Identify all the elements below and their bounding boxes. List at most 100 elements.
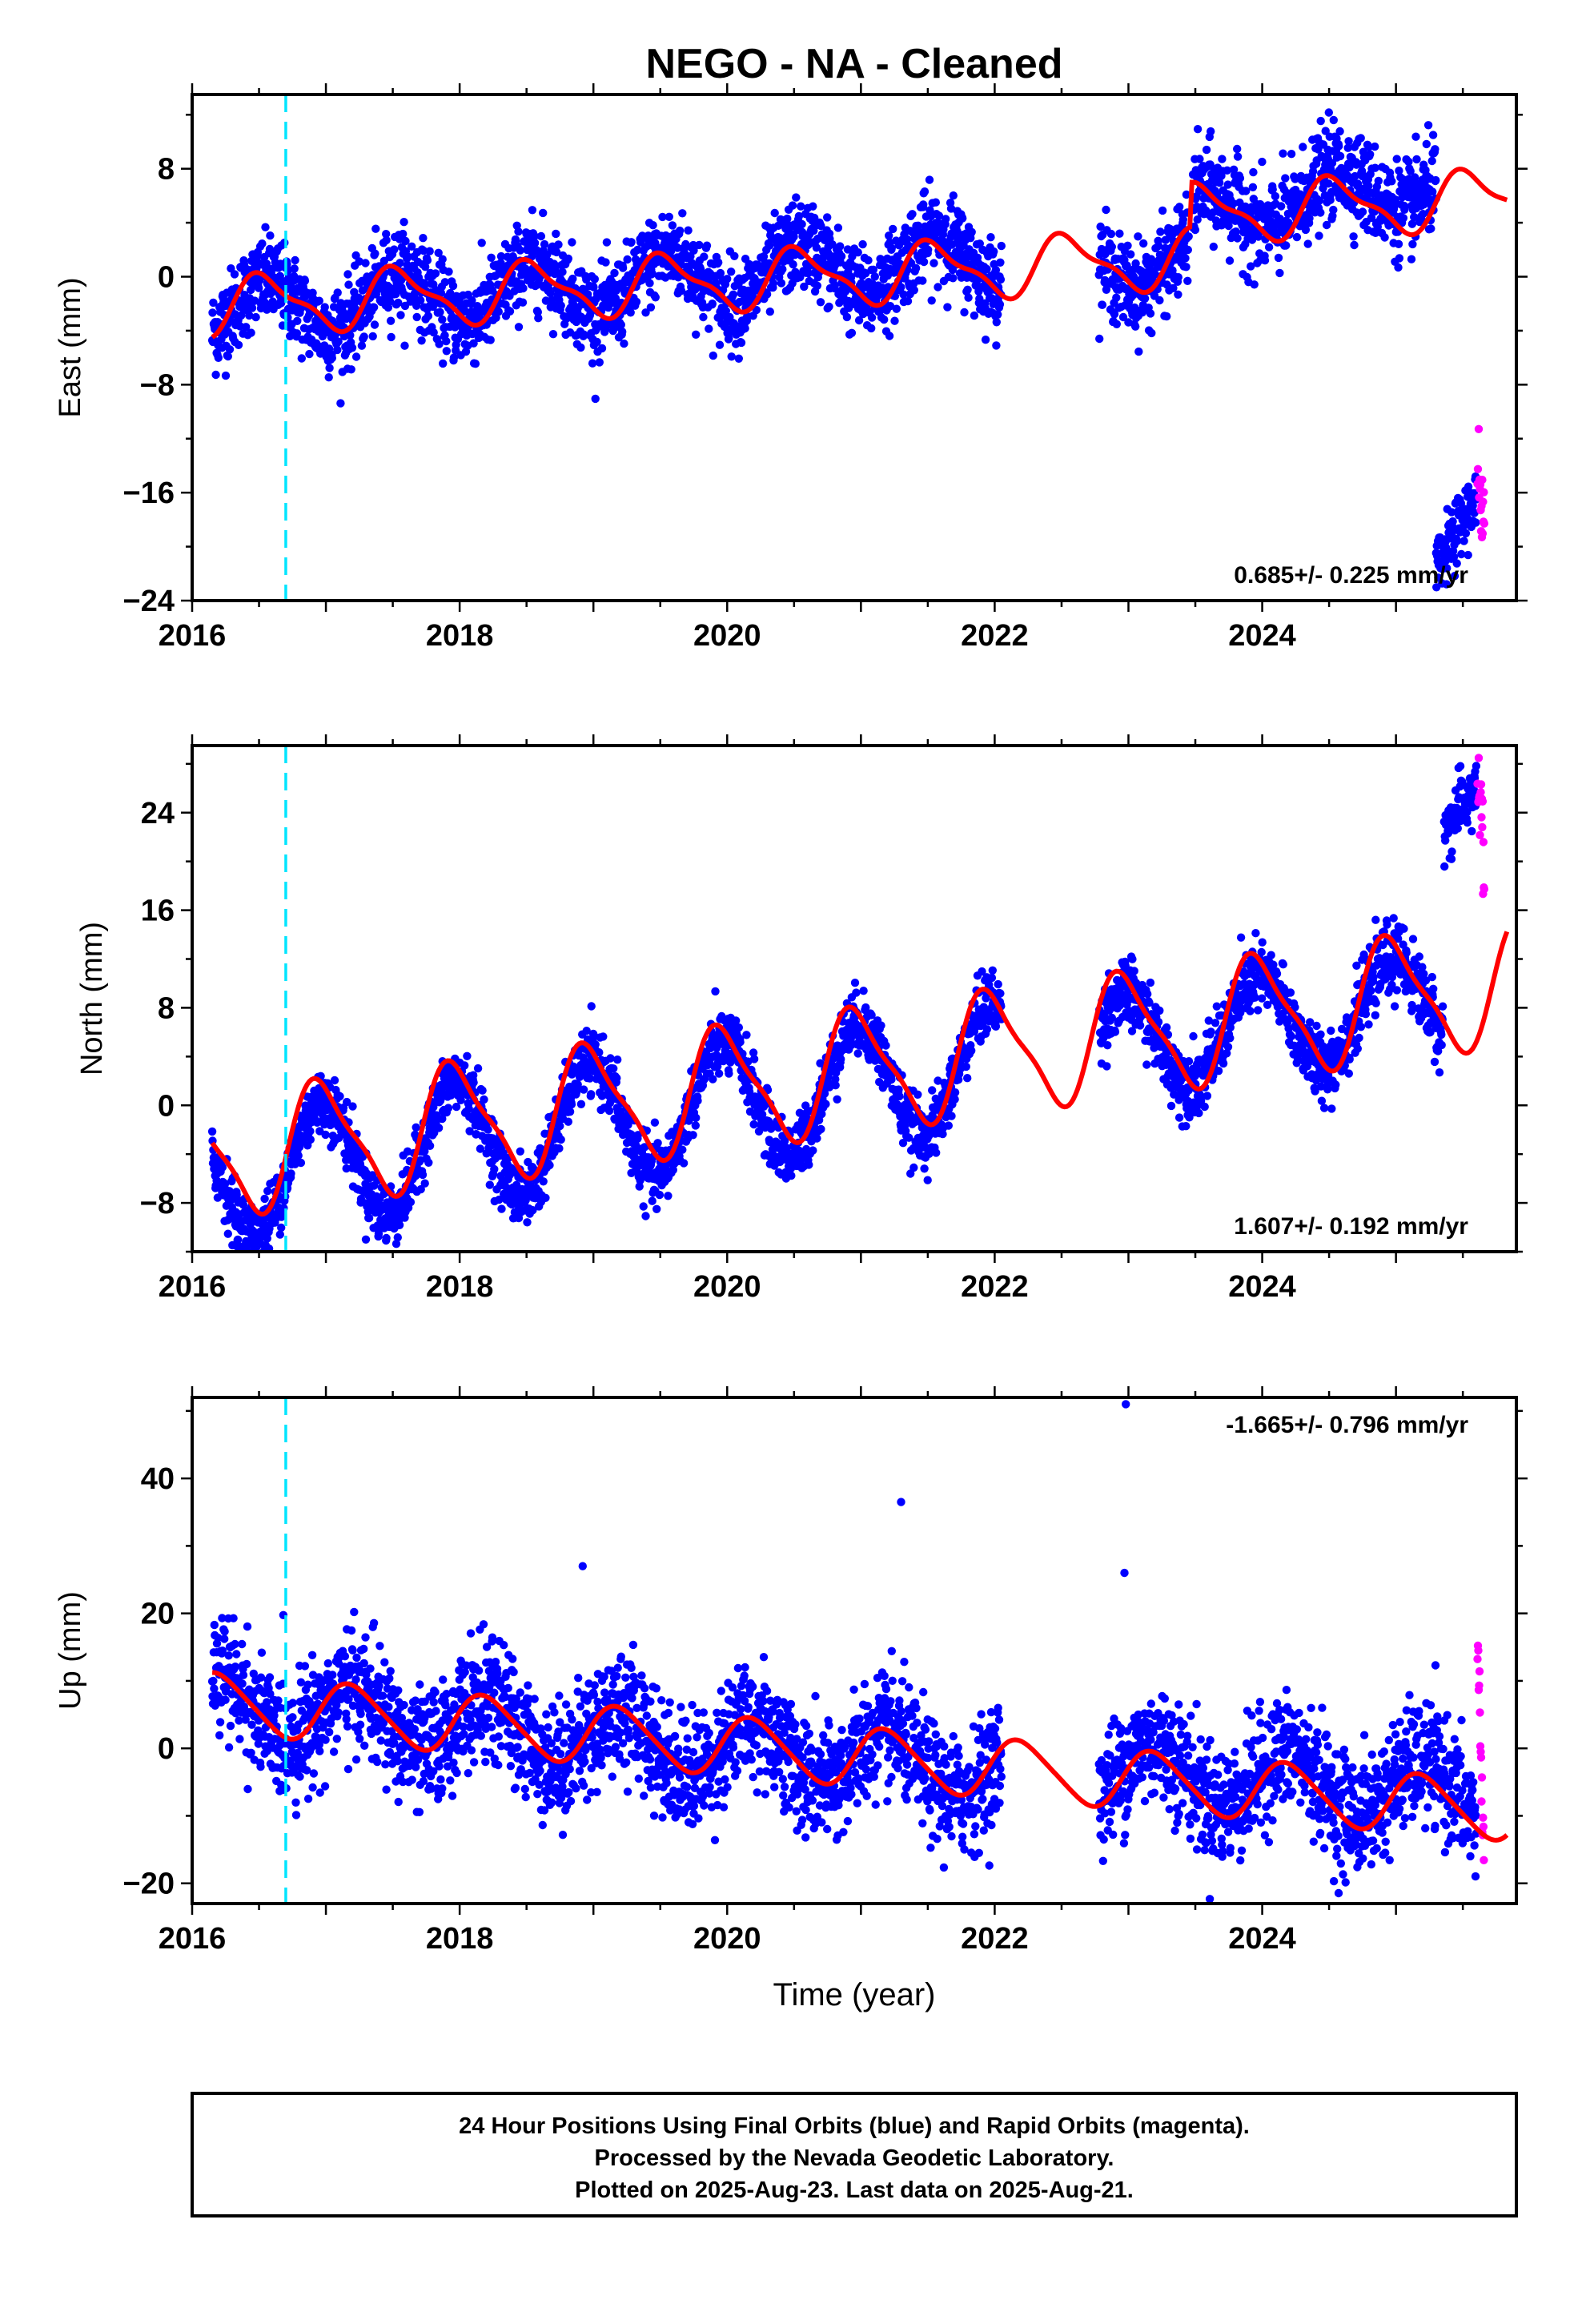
final-orbit-point: [1268, 185, 1277, 194]
final-orbit-point: [358, 286, 367, 295]
final-orbit-point: [258, 239, 267, 248]
final-orbit-point: [1453, 537, 1462, 545]
final-orbit-point: [1464, 550, 1472, 560]
final-orbit-point: [833, 223, 843, 232]
final-orbit-point: [616, 320, 625, 329]
final-orbit-point: [648, 269, 656, 278]
final-orbit-point: [970, 311, 979, 320]
final-orbit-point: [1404, 157, 1413, 167]
final-orbit-point: [800, 282, 809, 292]
x-tick-label: 2020: [693, 619, 761, 653]
final-orbit-point: [842, 312, 852, 322]
final-orbit-point: [1118, 312, 1128, 322]
final-orbit-point: [991, 266, 1001, 275]
final-orbit-point: [239, 1275, 247, 1283]
final-orbit-point: [207, 1127, 217, 1136]
final-orbit-point: [1154, 241, 1163, 251]
final-orbit-point: [981, 336, 990, 344]
final-orbit-point: [448, 281, 458, 291]
final-orbit-point: [291, 255, 299, 265]
final-orbit-point: [444, 1104, 453, 1112]
final-orbit-point: [528, 206, 537, 215]
final-orbit-point: [438, 315, 447, 324]
final-orbit-point: [424, 312, 433, 320]
final-orbit-point: [330, 1076, 339, 1085]
final-orbit-point: [416, 296, 425, 305]
final-orbit-point: [1427, 156, 1436, 166]
final-orbit-point: [579, 330, 588, 339]
final-orbit-point: [714, 258, 723, 267]
data-points: [207, 108, 1489, 592]
final-orbit-point: [1131, 259, 1140, 268]
final-orbit-point: [925, 175, 934, 184]
final-orbit-point: [836, 242, 845, 251]
final-orbit-point: [471, 360, 480, 368]
final-orbit-point: [651, 293, 660, 302]
final-orbit-point: [533, 308, 542, 316]
rapid-orbit-point: [1478, 529, 1488, 538]
final-orbit-point: [1327, 159, 1337, 167]
final-orbit-point: [711, 987, 720, 996]
final-orbit-point: [918, 276, 927, 285]
final-orbit-point: [296, 1158, 306, 1168]
final-orbit-point: [1358, 207, 1367, 216]
final-orbit-point: [1215, 179, 1224, 187]
final-orbit-point: [494, 308, 503, 316]
final-orbit-point: [946, 204, 956, 213]
final-orbit-point: [347, 344, 357, 352]
final-orbit-point: [648, 221, 657, 230]
data-points: [207, 754, 1489, 1283]
final-orbit-point: [765, 308, 774, 316]
final-orbit-point: [565, 1108, 575, 1116]
final-orbit-point: [393, 1233, 402, 1242]
final-orbit-point: [1287, 150, 1296, 159]
final-orbit-point: [817, 1124, 825, 1134]
final-orbit-point: [485, 1180, 494, 1189]
final-orbit-point: [1174, 273, 1183, 282]
final-orbit-point: [684, 226, 693, 235]
final-orbit-point: [734, 1023, 743, 1032]
final-orbit-point: [255, 283, 263, 292]
final-orbit-point: [292, 329, 302, 338]
final-orbit-point: [1277, 202, 1286, 211]
final-orbit-point: [417, 336, 426, 345]
final-orbit-point: [692, 1113, 701, 1123]
final-orbit-point: [606, 1054, 615, 1063]
final-orbit-point: [702, 241, 712, 250]
final-orbit-point: [689, 246, 698, 255]
final-orbit-point: [496, 259, 505, 267]
final-orbit-point: [496, 251, 506, 261]
final-orbit-point: [245, 311, 254, 320]
final-orbit-point: [1202, 145, 1211, 155]
final-orbit-point: [889, 224, 897, 234]
final-orbit-point: [361, 259, 370, 267]
final-orbit-point: [223, 352, 232, 361]
final-orbit-point: [1324, 108, 1334, 117]
final-orbit-point: [436, 288, 446, 297]
final-orbit-point: [853, 248, 862, 257]
final-orbit-point: [689, 1131, 697, 1140]
final-orbit-point: [423, 255, 432, 265]
final-orbit-point: [1316, 208, 1325, 217]
final-orbit-point: [1162, 312, 1171, 321]
final-orbit-point: [209, 298, 218, 308]
final-orbit-point: [556, 301, 565, 310]
final-orbit-point: [293, 316, 302, 325]
final-orbit-point: [1106, 229, 1116, 239]
final-orbit-point: [230, 270, 239, 279]
final-orbit-point: [1139, 239, 1148, 248]
final-orbit-point: [249, 1256, 257, 1264]
final-orbit-point: [783, 214, 792, 223]
final-orbit-point: [1209, 242, 1219, 251]
y-axis-label: East (mm): [54, 277, 87, 417]
final-orbit-point: [438, 255, 447, 263]
final-orbit-point: [1191, 225, 1200, 235]
final-orbit-point: [595, 358, 604, 367]
final-orbit-point: [610, 268, 619, 278]
final-orbit-point: [556, 1121, 564, 1131]
final-orbit-point: [727, 267, 736, 276]
final-orbit-point: [1412, 155, 1421, 164]
final-orbit-point: [306, 1127, 315, 1136]
final-orbit-point: [809, 1146, 817, 1155]
